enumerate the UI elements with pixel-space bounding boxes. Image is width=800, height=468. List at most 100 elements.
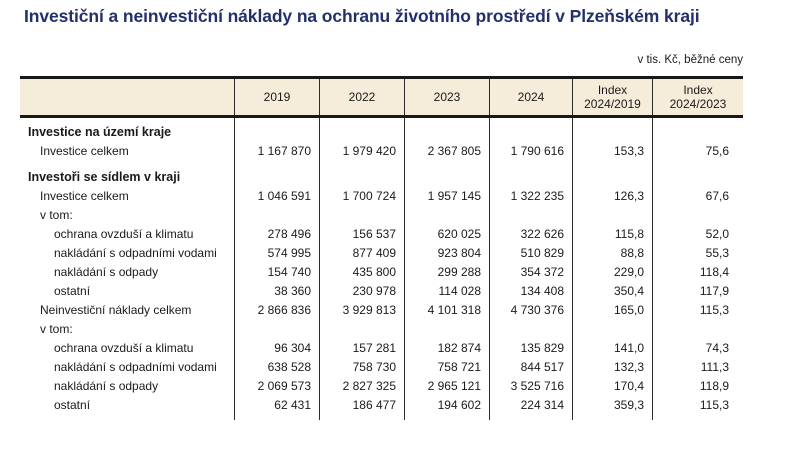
value-cell: 1 700 724 — [320, 186, 405, 205]
value-cell: 224 314 — [490, 395, 573, 414]
spacer-cell — [20, 414, 235, 420]
value-cell: 115,3 — [699, 302, 729, 317]
value-cell: 126,3 — [573, 186, 653, 205]
value-cell — [490, 167, 573, 186]
value-cell — [405, 167, 490, 186]
value-cell: 230 978 — [320, 281, 405, 300]
value-cell: 1 167 870 — [235, 141, 320, 160]
value-cell: 115,3 — [699, 397, 729, 412]
value-cell — [235, 319, 320, 338]
table-bottom-spacer — [20, 414, 743, 420]
value-cell — [235, 167, 320, 186]
row-label: v tom: — [20, 319, 235, 338]
value-cell: 157 281 — [320, 338, 405, 357]
value-cell: 74,3 — [705, 340, 729, 355]
table-row: nakládání s odpady 154 740 435 800 299 288 3… — [20, 262, 743, 281]
spacer-cell — [235, 414, 320, 420]
value-cell: 2 965 121 — [405, 376, 490, 395]
row-label: Investice na území kraje — [20, 122, 235, 141]
value-cell: 67,6 — [705, 188, 729, 203]
value-cell — [235, 205, 320, 224]
value-cell: 877 409 — [320, 243, 405, 262]
value-cell — [320, 205, 405, 224]
table-row: nakládání s odpady 2 069 573 2 827 325 2 96… — [20, 376, 743, 395]
value-cell — [320, 122, 405, 141]
value-cell: 322 626 — [490, 224, 573, 243]
table-row: nakládání s odpadními vodami 574 995 877 4… — [20, 243, 743, 262]
value-cell: 758 730 — [320, 357, 405, 376]
value-cell — [653, 205, 743, 224]
column-header-text: Index — [683, 83, 713, 97]
column-header-2024: 2024 — [490, 79, 573, 115]
value-cell: 115,8 — [573, 224, 653, 243]
value-cell — [490, 122, 573, 141]
value-cell: 1 046 591 — [235, 186, 320, 205]
spacer-cell — [653, 160, 743, 167]
value-cell: 114 028 — [405, 281, 490, 300]
value-cell: 1 322 235 — [490, 186, 573, 205]
value-cell: 435 800 — [320, 262, 405, 281]
table-row: ostatní 38 360 230 978 114 028 134 408 350,4 1… — [20, 281, 743, 300]
spacer-cell — [405, 414, 490, 420]
table-row: ochrana ovzduší a klimatu 96 304 157 281 18… — [20, 338, 743, 357]
value-cell: 118,4 — [699, 264, 729, 279]
row-label: ostatní — [20, 395, 235, 414]
spacer-cell — [320, 160, 405, 167]
value-cell: 758 721 — [405, 357, 490, 376]
spacer-cell — [320, 414, 405, 420]
row-label: Investice celkem — [20, 186, 235, 205]
row-label: nakládání s odpadními vodami — [20, 357, 235, 376]
value-cell: 38 360 — [235, 281, 320, 300]
page-title: Investiční a neinvestiční náklady na och… — [24, 6, 700, 26]
column-header-text: 2024/2019 — [584, 97, 641, 111]
value-cell: 52,0 — [705, 226, 729, 241]
value-cell: 154 740 — [235, 262, 320, 281]
column-header-text: 2024/2023 — [669, 97, 727, 111]
value-cell: 923 804 — [405, 243, 490, 262]
spacer-cell — [653, 414, 743, 420]
header-label-cell — [20, 79, 235, 115]
value-cell: 3 525 716 — [490, 376, 573, 395]
value-cell: 278 496 — [235, 224, 320, 243]
value-cell — [405, 319, 490, 338]
value-cell: 117,9 — [699, 283, 729, 298]
value-cell — [320, 167, 405, 186]
table-row: Investice celkem 1 167 870 1 979 420 2 367 … — [20, 141, 743, 160]
value-cell: 165,0 — [573, 300, 653, 319]
value-cell: 510 829 — [490, 243, 573, 262]
value-cell: 350,4 — [573, 281, 653, 300]
value-cell — [653, 122, 743, 141]
row-label: ochrana ovzduší a klimatu — [20, 224, 235, 243]
spacer-cell — [235, 118, 320, 122]
value-cell — [405, 122, 490, 141]
value-cell — [653, 319, 743, 338]
value-cell: 359,3 — [573, 395, 653, 414]
column-header-text: 2022 — [348, 90, 376, 104]
section-spacer — [20, 160, 743, 167]
value-cell: 229,0 — [573, 262, 653, 281]
value-cell: 135 829 — [490, 338, 573, 357]
spacer-cell — [573, 118, 653, 122]
value-cell: 4 730 376 — [490, 300, 573, 319]
value-cell — [653, 167, 743, 186]
value-cell: 88,8 — [573, 243, 653, 262]
value-cell: 1 957 145 — [405, 186, 490, 205]
table-body: Investice na území kraje Investice celkem… — [20, 118, 743, 420]
spacer-cell — [405, 160, 490, 167]
row-label: nakládání s odpady — [20, 376, 235, 395]
value-cell — [490, 319, 573, 338]
value-cell: 134 408 — [490, 281, 573, 300]
spacer-cell — [573, 414, 653, 420]
value-cell: 3 929 813 — [320, 300, 405, 319]
spacer-cell — [20, 118, 235, 122]
column-header-2022: 2022 — [320, 79, 405, 115]
costs-table: 2019 2022 2023 2024 Index 2024/2019 Index 2024/… — [20, 76, 743, 420]
table-row: ostatní 62 431 186 477 194 602 224 314 359,3 1… — [20, 395, 743, 414]
value-cell: 153,3 — [573, 141, 653, 160]
spacer-cell — [490, 414, 573, 420]
row-label: ochrana ovzduší a klimatu — [20, 338, 235, 357]
table-row: Investice celkem 1 046 591 1 700 724 1 957 … — [20, 186, 743, 205]
value-cell: 2 069 573 — [235, 376, 320, 395]
value-cell: 299 288 — [405, 262, 490, 281]
value-cell — [235, 122, 320, 141]
